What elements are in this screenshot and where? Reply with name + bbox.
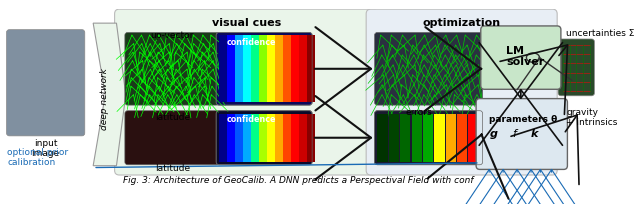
- Bar: [219, 114, 227, 162]
- Bar: [284, 114, 291, 162]
- FancyBboxPatch shape: [558, 40, 595, 96]
- Text: g: g: [490, 129, 498, 139]
- Bar: [378, 114, 388, 162]
- Text: f: f: [513, 129, 516, 139]
- Text: gravity
+ intrinsics: gravity + intrinsics: [566, 108, 618, 127]
- Bar: [435, 114, 445, 162]
- Bar: [275, 114, 284, 162]
- FancyBboxPatch shape: [481, 27, 561, 90]
- Bar: [412, 114, 422, 162]
- Text: parameters θ: parameters θ: [489, 114, 557, 123]
- Text: up-vector: up-vector: [150, 31, 194, 39]
- Text: errors: errors: [406, 108, 433, 116]
- Bar: [445, 114, 456, 162]
- FancyBboxPatch shape: [6, 31, 84, 136]
- Text: uncertainties Σ: uncertainties Σ: [566, 29, 635, 38]
- Bar: [307, 114, 316, 162]
- FancyBboxPatch shape: [374, 33, 483, 106]
- Bar: [243, 36, 251, 103]
- Bar: [457, 114, 467, 162]
- Bar: [300, 36, 307, 103]
- FancyBboxPatch shape: [125, 111, 219, 165]
- FancyBboxPatch shape: [476, 99, 568, 170]
- Bar: [227, 36, 235, 103]
- FancyBboxPatch shape: [216, 111, 312, 165]
- Bar: [480, 114, 490, 162]
- Text: visual cues: visual cues: [212, 18, 282, 28]
- Bar: [300, 114, 307, 162]
- Bar: [307, 36, 316, 103]
- Bar: [268, 114, 275, 162]
- Bar: [284, 36, 291, 103]
- Bar: [291, 36, 300, 103]
- Bar: [388, 114, 399, 162]
- Bar: [227, 114, 235, 162]
- Text: confidence: confidence: [227, 38, 276, 47]
- Bar: [259, 36, 267, 103]
- Text: LM
solver: LM solver: [506, 45, 544, 67]
- Bar: [235, 36, 243, 103]
- Bar: [400, 114, 410, 162]
- Text: latitude: latitude: [155, 112, 190, 121]
- Bar: [275, 36, 284, 103]
- Text: confidence: confidence: [227, 115, 276, 124]
- Bar: [251, 114, 259, 162]
- Text: optional prior
calibration: optional prior calibration: [8, 147, 68, 167]
- Bar: [291, 114, 300, 162]
- Text: k: k: [531, 129, 538, 139]
- Bar: [268, 36, 275, 103]
- Bar: [468, 114, 479, 162]
- Bar: [10, 33, 82, 133]
- FancyBboxPatch shape: [374, 111, 483, 165]
- Bar: [251, 36, 259, 103]
- Bar: [219, 36, 227, 103]
- Bar: [235, 114, 243, 162]
- FancyBboxPatch shape: [366, 10, 557, 175]
- Polygon shape: [93, 24, 126, 166]
- FancyBboxPatch shape: [115, 10, 378, 175]
- Text: latitude: latitude: [155, 163, 190, 172]
- Text: optimization: optimization: [422, 18, 500, 28]
- Text: input
image: input image: [31, 138, 60, 157]
- Text: Fig. 3: Architecture of GeoCalib. A DNN predicts a Perspectival Field with conf: Fig. 3: Architecture of GeoCalib. A DNN …: [123, 175, 474, 184]
- Bar: [423, 114, 433, 162]
- Bar: [259, 114, 267, 162]
- Text: deep network: deep network: [100, 67, 109, 129]
- FancyBboxPatch shape: [216, 33, 312, 106]
- Bar: [243, 114, 251, 162]
- FancyBboxPatch shape: [125, 33, 219, 106]
